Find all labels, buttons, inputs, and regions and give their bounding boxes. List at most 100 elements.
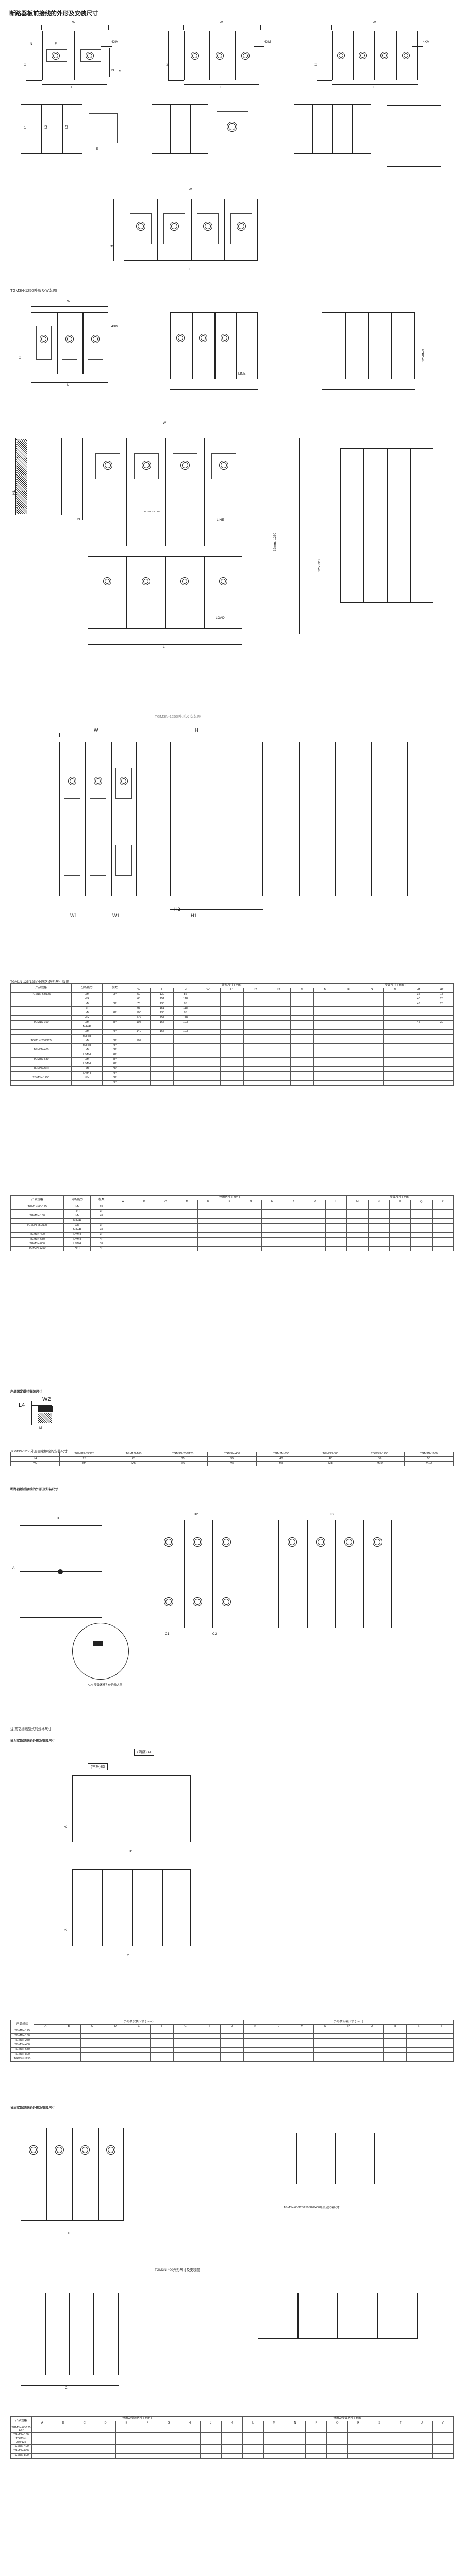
cell-value — [410, 2444, 433, 2449]
cell-product-spec: TGM1N-250/125 — [10, 1039, 72, 1044]
cell-value — [196, 1020, 221, 1025]
cell-value — [383, 1062, 407, 1067]
cell-value — [127, 1076, 151, 1081]
cell-value: 130 — [150, 1002, 174, 1007]
th-col-C: C — [155, 1200, 177, 1205]
cell-value: L/M — [63, 1205, 91, 1210]
cell-product-spec — [10, 1080, 72, 1086]
cell-value — [176, 1242, 198, 1247]
dim-label-x: X — [64, 1928, 68, 1931]
table-row: TGM1N-250/125 L/M 3P 107 — [10, 1039, 454, 1044]
cell-value — [336, 1002, 361, 1007]
cell-value — [94, 2453, 117, 2459]
cell-value: M8 — [256, 1461, 306, 1466]
cell-value — [103, 2057, 128, 2062]
cell-value — [383, 2057, 407, 2062]
cell-value — [290, 2033, 314, 2039]
cell-value — [383, 1039, 407, 1044]
cell-value — [429, 1057, 454, 1062]
dim-label-b2: B2 — [330, 1513, 334, 1516]
cell-value — [197, 1232, 220, 1238]
th-col-T: T — [429, 2024, 454, 2029]
cell-value — [243, 1062, 268, 1067]
dim-label-h: H — [24, 63, 27, 66]
cell-value: 118 — [173, 1015, 197, 1021]
bolt-th: TGM3N-630 — [256, 1452, 306, 1457]
cell-value — [173, 1062, 197, 1067]
cell-value — [336, 1006, 361, 1011]
table-row: L/M/H 4P — [10, 1062, 454, 1067]
cell-value — [200, 2437, 222, 2445]
cell-value — [360, 2038, 384, 2043]
cell-value — [410, 1214, 433, 1219]
label-load: LOAD — [216, 616, 225, 620]
th-outline-dims: 外形尺寸 ( mm ) — [127, 983, 337, 988]
cell-value — [383, 2052, 407, 2057]
cell-value: 4P — [102, 1043, 128, 1048]
cell-value — [263, 2437, 285, 2445]
cell-value — [220, 1029, 244, 1035]
cell-value — [196, 1039, 221, 1044]
th-install-dims: 安装尺寸 ( mm ) — [336, 983, 454, 988]
cell-value — [176, 1214, 198, 1219]
table-row: TGM3N-400 — [10, 2444, 454, 2449]
cell-value — [133, 1209, 156, 1214]
cell-value — [127, 1080, 151, 1086]
drawing-group-4-left: W H L 4XM — [10, 295, 144, 413]
cell-value — [346, 1228, 369, 1233]
bolt-table-caption: TGM3N-1250外形固定螺栓的安装尺寸 — [10, 1450, 68, 1453]
cell-value — [305, 2437, 327, 2445]
drawing-rear-wiring: A B A-A: 安装螺栓孔位的放大图 B2 C1 C2 B2 — [10, 1494, 454, 1721]
table-row: TGM3N-400 — [10, 2043, 454, 2048]
cell-value — [389, 1209, 411, 1214]
th-col-A: A — [31, 2421, 53, 2426]
cell-value — [383, 1066, 407, 1072]
cell-value — [263, 2425, 285, 2433]
cell-value — [150, 1053, 174, 1058]
cell-value — [267, 1025, 291, 1030]
cell-value — [196, 1057, 221, 1062]
cell-value: M6 — [158, 1461, 208, 1466]
th-col-S: S — [406, 2024, 430, 2029]
cell-value — [360, 1062, 384, 1067]
cell-value: 3P — [90, 1232, 113, 1238]
cell-value — [73, 2448, 95, 2454]
cell-value — [360, 1071, 384, 1076]
cell-value — [383, 1053, 407, 1058]
cell-value — [326, 2437, 349, 2445]
th2-outline-dims: 外形尺寸 ( mm ) — [112, 1195, 347, 1200]
cell-value: 25 — [59, 1456, 109, 1462]
cell-value — [406, 1071, 430, 1076]
cell-value — [429, 1071, 454, 1076]
cell-value — [173, 1039, 197, 1044]
cell-value — [283, 1223, 305, 1228]
drawing-breaker-front-1: W H N F 4XM G D L — [10, 20, 150, 92]
cell-value — [429, 2057, 454, 2062]
cell-value — [243, 1080, 268, 1086]
th-col-R: R — [383, 2024, 407, 2029]
cell-value — [102, 997, 128, 1002]
th-col-J: J — [200, 2421, 222, 2426]
cell-value — [304, 1242, 326, 1247]
cell-value — [173, 1066, 197, 1072]
cell-value — [219, 1232, 241, 1238]
cell-value — [127, 1062, 151, 1067]
cell-value — [267, 1002, 291, 1007]
drawing-drawout-right: TGM3N-63/125/250/320/400外形及安装尺寸 — [247, 2112, 454, 2257]
cell-value: 100 — [127, 1011, 151, 1016]
cell-value — [383, 2038, 407, 2043]
cell-value — [390, 2448, 411, 2454]
cell-value — [360, 1053, 384, 1058]
cell-value — [263, 2432, 285, 2438]
cell-value — [240, 1228, 262, 1233]
table-row: 4P — [10, 1080, 454, 1086]
cell-value — [34, 2043, 58, 2048]
cell-value — [432, 1205, 454, 1210]
drawing-drawout-final-left: C — [10, 2277, 237, 2406]
cell-product-spec: TGM3N-63/125 12P — [10, 2425, 32, 2433]
cell-value — [200, 2444, 222, 2449]
cell-value — [150, 1066, 174, 1072]
cell-value: 35 — [158, 1456, 208, 1462]
cell-value — [346, 1237, 369, 1242]
cell-value — [283, 1242, 305, 1247]
